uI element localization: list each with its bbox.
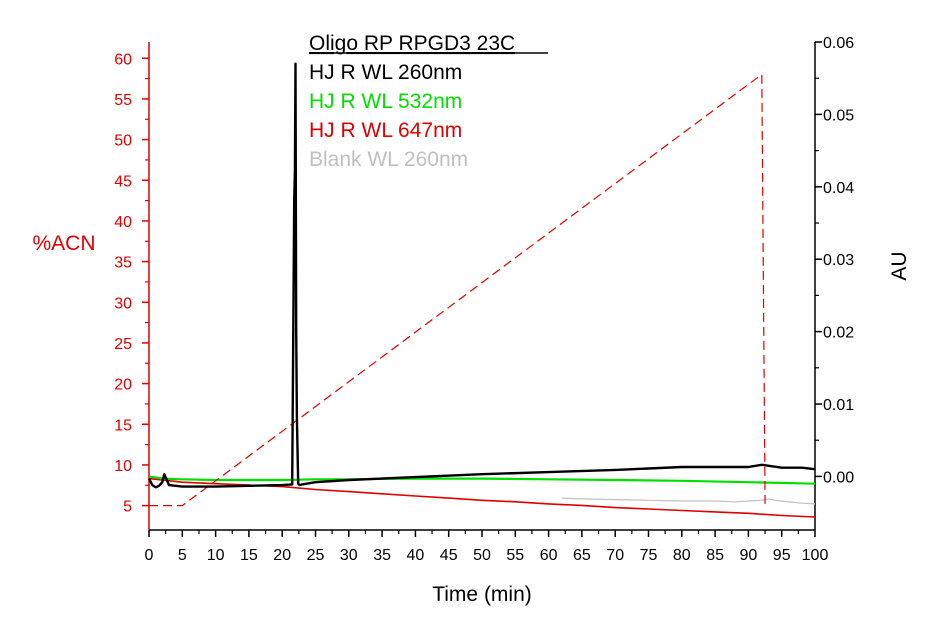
legend-item-wl260: HJ R WL 260nm	[309, 61, 462, 84]
series-blank-line	[561, 497, 816, 505]
right-tick-label: 0.02	[823, 325, 854, 342]
right-axis-title: AU	[888, 251, 911, 280]
x-tick-label: 85	[706, 547, 724, 564]
left-tick-label: 35	[114, 255, 132, 272]
right-tick-label: 0.00	[823, 469, 854, 486]
x-tick-label: 90	[740, 547, 758, 564]
ticks: 510152025303540455055600.000.010.020.030…	[114, 35, 854, 564]
right-tick-label: 0.04	[823, 180, 854, 197]
left-tick-label: 45	[114, 173, 132, 190]
left-tick-label: 30	[114, 295, 132, 312]
plot-area	[147, 62, 816, 518]
x-tick-label: 50	[473, 547, 491, 564]
x-tick-label: 75	[640, 547, 658, 564]
x-tick-label: 80	[673, 547, 691, 564]
x-tick-label: 15	[240, 547, 258, 564]
x-tick-label: 45	[440, 547, 458, 564]
left-tick-label: 60	[114, 51, 132, 68]
x-axis-title: Time (min)	[432, 583, 532, 606]
legend-item-blank: Blank WL 260nm	[309, 148, 468, 171]
left-tick-label: 50	[114, 133, 132, 150]
x-tick-label: 35	[373, 547, 391, 564]
right-tick-label: 0.01	[823, 397, 854, 414]
right-tick-label: 0.05	[823, 107, 854, 124]
x-tick-label: 0	[145, 547, 154, 564]
series-wl532-line	[148, 475, 816, 485]
left-tick-label: 5	[123, 499, 132, 516]
left-tick-label: 15	[114, 417, 132, 434]
legend-item-wl532: HJ R WL 532nm	[309, 90, 462, 113]
x-tick-label: 20	[273, 547, 291, 564]
legend-item-wl647: HJ R WL 647nm	[309, 119, 462, 142]
left-axis-title: %ACN	[32, 232, 95, 255]
right-tick-label: 0.06	[823, 35, 854, 52]
x-tick-label: 30	[340, 547, 358, 564]
x-tick-label: 95	[773, 547, 791, 564]
left-tick-label: 55	[114, 92, 132, 109]
x-tick-label: 65	[573, 547, 591, 564]
x-tick-label: 55	[506, 547, 524, 564]
series-wl647-line	[148, 477, 816, 518]
x-tick-label: 70	[606, 547, 624, 564]
left-tick-label: 25	[114, 336, 132, 353]
series-gradient-line	[149, 73, 766, 507]
left-tick-label: 40	[114, 214, 132, 231]
left-tick-label: 10	[114, 458, 132, 475]
x-tick-label: 100	[802, 547, 829, 564]
axes	[148, 42, 816, 531]
x-tick-label: 40	[407, 547, 425, 564]
x-tick-label: 5	[178, 547, 187, 564]
x-tick-label: 60	[540, 547, 558, 564]
left-tick-label: 20	[114, 377, 132, 394]
right-tick-label: 0.03	[823, 252, 854, 269]
series-wl260-line	[147, 62, 816, 489]
legend-title: Oligo RP RPGD3 23C	[309, 32, 515, 55]
x-tick-label: 10	[207, 547, 225, 564]
x-tick-label: 25	[307, 547, 325, 564]
legend: Oligo RP RPGD3 23C HJ R WL 260nm HJ R WL…	[309, 32, 548, 171]
